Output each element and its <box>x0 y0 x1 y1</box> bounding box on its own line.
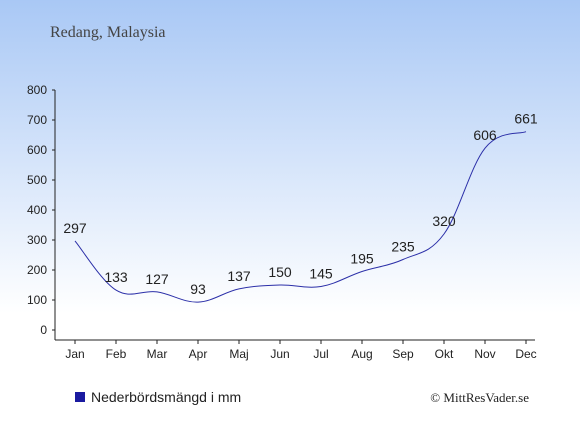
y-tick-label: 800 <box>27 83 47 97</box>
y-tick-label: 0 <box>40 323 47 337</box>
chart-title: Redang, Malaysia <box>50 24 166 41</box>
legend-label: Nederbördsmängd i mm <box>91 389 241 405</box>
y-axis-ticks: 0 100 200 300 400 500 600 700 800 <box>27 83 55 337</box>
x-tick-label: Mar <box>147 347 168 361</box>
data-label: 195 <box>350 251 374 267</box>
data-label: 137 <box>227 268 251 284</box>
series-line-precipitation <box>74 131 527 303</box>
data-label: 145 <box>309 266 333 282</box>
data-label: 235 <box>391 239 415 255</box>
x-axis-ticks: Jan Feb Mar Apr Maj Jun Jul Aug Sep Okt Nov Dec <box>65 340 537 361</box>
data-labels: 297 133 127 93 137 150 145 195 235 320 606 661 <box>63 111 538 297</box>
data-label: 93 <box>190 281 206 297</box>
y-tick-label: 100 <box>27 293 47 307</box>
y-tick-label: 500 <box>27 173 47 187</box>
x-tick-label: Sep <box>392 347 414 361</box>
y-tick-label: 400 <box>27 203 47 217</box>
x-tick-label: Maj <box>229 347 248 361</box>
axes <box>54 90 535 341</box>
x-tick-label: Jul <box>313 347 328 361</box>
data-label: 661 <box>514 111 538 127</box>
x-tick-label: Feb <box>106 347 127 361</box>
data-label: 150 <box>268 264 292 280</box>
legend-marker <box>75 392 85 402</box>
y-tick-label: 700 <box>27 113 47 127</box>
data-label: 297 <box>63 220 87 236</box>
y-tick-label: 200 <box>27 263 47 277</box>
data-label: 133 <box>104 269 128 285</box>
x-tick-label: Jun <box>270 347 289 361</box>
x-tick-label: Aug <box>351 347 372 361</box>
data-label: 127 <box>145 271 169 287</box>
y-tick-label: 300 <box>27 233 47 247</box>
x-tick-label: Jan <box>65 347 84 361</box>
data-label: 606 <box>473 127 497 143</box>
x-tick-label: Okt <box>435 347 454 361</box>
x-tick-label: Nov <box>474 347 495 361</box>
x-tick-label: Apr <box>189 347 208 361</box>
data-label: 320 <box>432 213 456 229</box>
y-tick-label: 600 <box>27 143 47 157</box>
credit-text: © MittResVader.se <box>430 390 529 405</box>
x-tick-label: Dec <box>515 347 536 361</box>
